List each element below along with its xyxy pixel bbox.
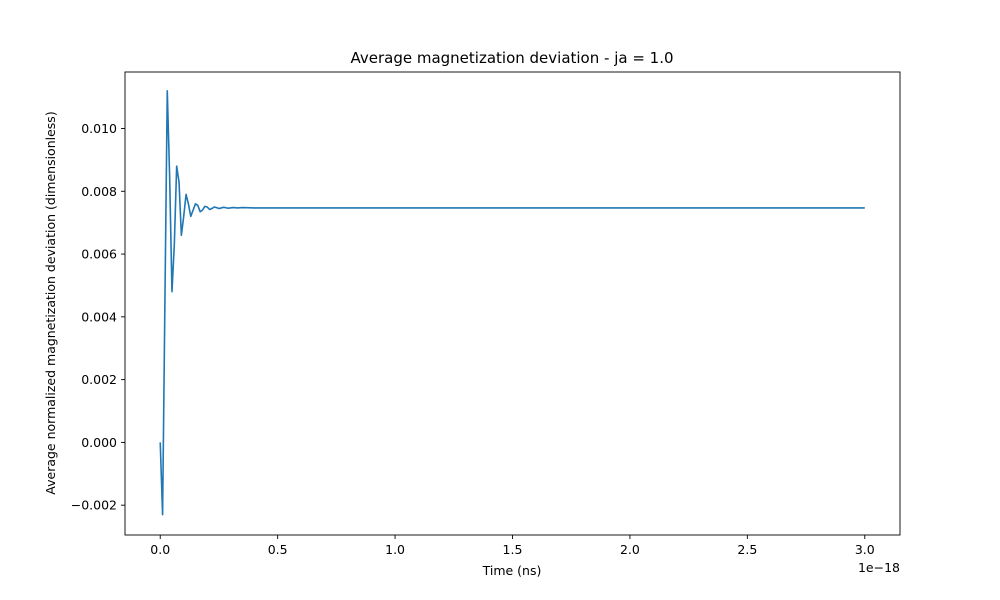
x-tick-label: 0.5 bbox=[268, 542, 288, 557]
x-tick-label: 1.5 bbox=[503, 542, 523, 557]
y-tick-label: 0.004 bbox=[81, 309, 117, 324]
y-tick-label: −0.002 bbox=[71, 498, 117, 513]
y-tick-label: 0.006 bbox=[81, 247, 117, 262]
x-axis-offset-label: 1e−18 bbox=[858, 560, 900, 575]
x-axis-label: Time (ns) bbox=[482, 563, 542, 578]
x-tick-label: 3.0 bbox=[855, 542, 875, 557]
y-tick-label: 0.002 bbox=[81, 372, 117, 387]
y-tick-label: 0.010 bbox=[81, 121, 117, 136]
x-tick-label: 2.5 bbox=[737, 542, 757, 557]
x-tick-label: 1.0 bbox=[385, 542, 405, 557]
x-tick-label: 0.0 bbox=[150, 542, 170, 557]
y-tick-label: 0.000 bbox=[81, 435, 117, 450]
y-axis-label: Average normalized magnetization deviati… bbox=[43, 111, 58, 494]
chart-title: Average magnetization deviation - ja = 1… bbox=[350, 49, 673, 67]
x-tick-label: 2.0 bbox=[620, 542, 640, 557]
y-tick-label: 0.008 bbox=[81, 184, 117, 199]
